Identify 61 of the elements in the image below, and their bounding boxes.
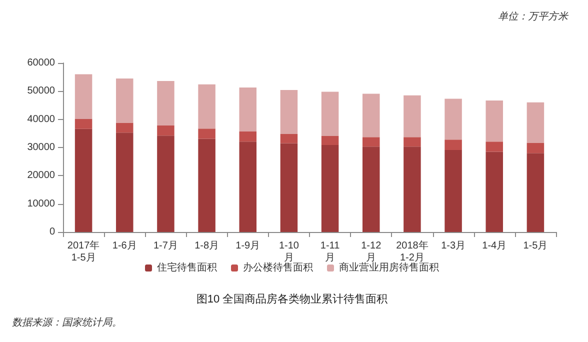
bar (526, 102, 544, 143)
bar (74, 74, 92, 120)
x-tick-label: 1-4月 (482, 240, 507, 252)
bar (280, 90, 298, 134)
bar (239, 88, 257, 132)
y-tick-label: 20000 (27, 170, 56, 182)
bar (157, 126, 174, 136)
bar (198, 84, 216, 129)
bar (404, 137, 421, 147)
x-tick-label: 1-3月 (441, 240, 466, 252)
bar (239, 142, 257, 232)
bar (157, 136, 174, 232)
bar (74, 128, 92, 232)
bar (486, 142, 504, 152)
legend-label: 办公楼待售面积 (243, 262, 313, 274)
x-tick-label: 1-9月 (236, 240, 260, 252)
bar (239, 131, 257, 142)
bar (444, 150, 462, 232)
x-tick-label: 1-12 月 (361, 240, 382, 264)
y-tick-label: 10000 (27, 198, 56, 210)
bar (198, 128, 216, 139)
x-tick-label: 1-5月 (523, 240, 548, 252)
bar (157, 81, 174, 126)
x-tick-label: 1-6月 (112, 240, 137, 252)
x-tick-label: 2017年 1-5月 (67, 240, 100, 264)
y-tick-label: 0 (49, 226, 56, 238)
legend-label: 住宅待售面积 (157, 262, 217, 274)
bar (526, 153, 544, 232)
bar (444, 98, 462, 140)
bar (362, 94, 380, 138)
y-tick-label: 60000 (27, 58, 56, 68)
y-tick-label: 30000 (27, 142, 56, 153)
text: 单位：万平方米 (498, 10, 569, 22)
bar (321, 136, 339, 145)
bar (280, 134, 298, 144)
text: 图10 全国商品房各类物业累计待售面积 (196, 292, 388, 306)
bar (116, 78, 134, 123)
x-tick-label: 2018年 1-2月 (396, 240, 428, 264)
bar (321, 144, 339, 232)
bar (74, 119, 92, 129)
x-tick-label: 1-10 月 (278, 240, 300, 264)
x-tick-label: 1-7月 (153, 240, 178, 252)
legend-label: 商业营业用房待售面积 (339, 262, 439, 274)
bar (486, 100, 504, 142)
bar (404, 146, 421, 232)
bar (116, 122, 134, 133)
bar (526, 142, 544, 154)
x-tick-label: 1-11 月 (320, 240, 340, 264)
bar (404, 95, 421, 138)
x-tick-label: 1-8月 (194, 240, 220, 252)
bar (321, 92, 339, 136)
y-tick-label: 40000 (27, 114, 56, 125)
bar (280, 143, 298, 232)
y-tick-label: 50000 (27, 86, 56, 97)
bar (362, 146, 380, 232)
source-note: 数据来源：国家统计局。 (12, 316, 122, 328)
bar (362, 137, 380, 147)
bar (116, 132, 134, 232)
bar (198, 138, 216, 232)
bar (486, 152, 504, 232)
bar (444, 140, 462, 150)
